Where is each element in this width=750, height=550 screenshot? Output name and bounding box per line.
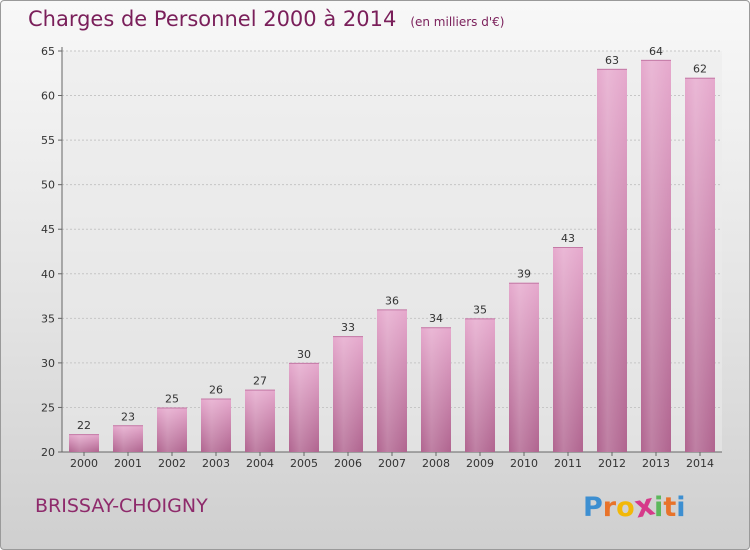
x-tick-label: 2001 [114, 457, 142, 470]
y-tick-label: 65 [41, 45, 55, 58]
chart-title: Charges de Personnel 2000 à 2014 (en mill… [28, 7, 504, 31]
x-tick-label: 2012 [598, 457, 626, 470]
x-tick-label: 2013 [642, 457, 670, 470]
bar-highlight [597, 68, 627, 453]
x-tick-label: 2009 [466, 457, 494, 470]
x-tick-label: 2007 [378, 457, 406, 470]
y-tick-label: 40 [41, 268, 55, 281]
data-label: 34 [429, 312, 443, 325]
proxiti-logo: Proxiti [583, 487, 686, 525]
logo-letter: i [676, 492, 686, 523]
bar-highlight [641, 59, 671, 453]
bar-highlight [157, 407, 187, 452]
data-label: 23 [121, 410, 135, 423]
data-label: 39 [517, 268, 531, 281]
x-tick-label: 2010 [510, 457, 538, 470]
data-label: 43 [561, 232, 575, 245]
x-tick-label: 2000 [70, 457, 98, 470]
bar-highlight [421, 327, 451, 452]
data-label: 36 [385, 294, 399, 307]
data-label: 22 [77, 419, 91, 432]
x-tick-label: 2006 [334, 457, 362, 470]
y-tick-label: 30 [41, 357, 55, 370]
bar-layer [69, 59, 715, 453]
y-tick-label: 35 [41, 312, 55, 325]
bar-highlight [685, 77, 715, 452]
y-tick-label: 45 [41, 223, 55, 236]
data-label: 63 [605, 54, 619, 67]
bar-highlight [509, 282, 539, 452]
y-tick-label: 20 [41, 446, 55, 459]
commune-name: BRISSAY-CHOIGNY [35, 495, 208, 517]
bar-highlight [289, 362, 319, 452]
x-tick-label: 2004 [246, 457, 274, 470]
data-label: 30 [297, 348, 311, 361]
bar-highlight [201, 398, 231, 452]
logo-letter: P [583, 492, 603, 523]
chart-subtitle: (en milliers d'€) [410, 15, 505, 29]
x-tick-label: 2008 [422, 457, 450, 470]
y-tick-label: 55 [41, 134, 55, 147]
y-tick-label: 60 [41, 90, 55, 103]
chart-title-text: Charges de Personnel 2000 à 2014 [28, 7, 397, 31]
bar-highlight [113, 425, 143, 452]
bar-highlight [333, 336, 363, 452]
bar-highlight [69, 434, 99, 452]
logo-letter: o [616, 492, 635, 523]
x-tick-label: 2005 [290, 457, 318, 470]
data-label: 64 [649, 45, 663, 58]
data-label: 35 [473, 303, 487, 316]
bar-highlight [245, 389, 275, 452]
data-label: 25 [165, 392, 179, 405]
x-tick-label: 2002 [158, 457, 186, 470]
bar-highlight [553, 247, 583, 452]
x-tick-label: 2014 [686, 457, 714, 470]
data-label: 62 [693, 63, 707, 76]
y-tick-label: 50 [41, 179, 55, 192]
x-tick-label: 2003 [202, 457, 230, 470]
logo-letter: i [654, 492, 664, 523]
y-tick-label: 25 [41, 401, 55, 414]
bar-highlight [465, 318, 495, 452]
data-label: 26 [209, 384, 223, 397]
logo-letter: r [602, 492, 617, 523]
data-label: 33 [341, 321, 355, 334]
bar-highlight [377, 309, 407, 452]
data-label: 27 [253, 375, 267, 388]
logo-letter: t [663, 492, 677, 523]
label-layer: 22 23 25 26 27 30 33 36 34 35 39 43 63 64 62 [77, 45, 707, 432]
x-tick-label: 2011 [554, 457, 582, 470]
